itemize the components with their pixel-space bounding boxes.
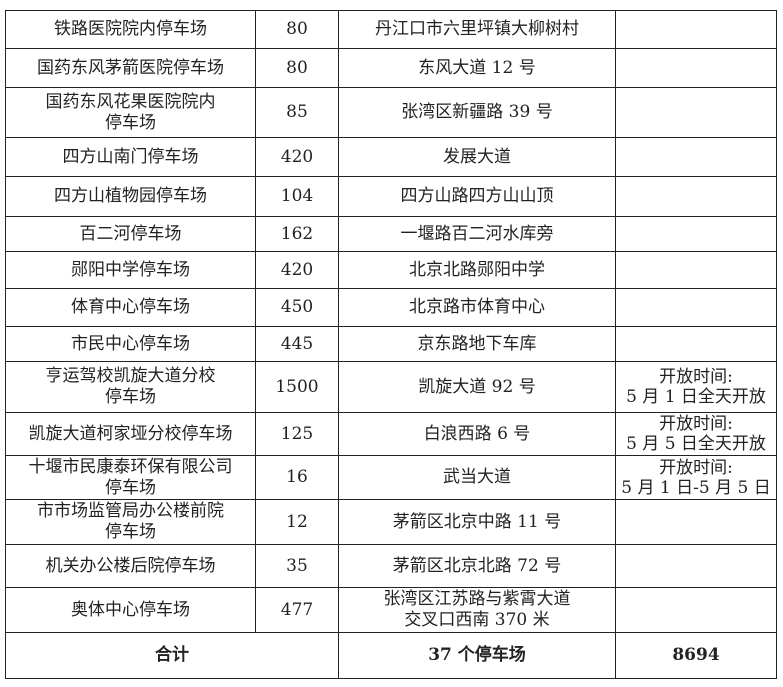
parking-address: 北京路市体育中心	[338, 288, 616, 327]
open-time-note	[615, 587, 777, 633]
open-time-note	[615, 87, 777, 138]
parking-name: 体育中心停车场	[5, 288, 256, 327]
parking-address: 凯旋大道 92 号	[338, 361, 616, 413]
open-time-note	[615, 544, 777, 588]
parking-spaces: 80	[255, 48, 339, 88]
table-row: 国药东风茅箭医院停车场 80 东风大道 12 号	[5, 48, 777, 88]
table-row: 凯旋大道柯家垭分校停车场 125 白浪西路 6 号开放时间: 5 月 5 日全天开放	[5, 412, 777, 456]
parking-name: 铁路医院院内停车场	[5, 10, 256, 49]
table-row: 亨运驾校凯旋大道分校 停车场 1500 凯旋大道 92 号开放时间: 5 月 1 日…	[5, 361, 777, 413]
parking-name: 亨运驾校凯旋大道分校 停车场	[5, 361, 256, 413]
parking-address: 四方山路四方山山顶	[338, 176, 616, 217]
parking-address: 茅箭区北京中路 11 号	[338, 499, 616, 545]
parking-name: 十堰市民康泰环保有限公司 停车场	[5, 455, 256, 500]
parking-address: 发展大道	[338, 137, 616, 177]
parking-address: 一堰路百二河水库旁	[338, 216, 616, 252]
table-row: 国药东风花果医院院内 停车场 85 张湾区新疆路 39 号	[5, 87, 777, 138]
parking-address: 武当大道	[338, 455, 616, 500]
total-count: 37 个停车场	[338, 632, 616, 679]
table-row: 市市场监管局办公楼前院 停车场 12 茅箭区北京中路 11 号	[5, 499, 777, 545]
parking-name: 国药东风茅箭医院停车场	[5, 48, 256, 88]
parking-spaces: 35	[255, 544, 339, 588]
parking-name: 郧阳中学停车场	[5, 251, 256, 289]
parking-name: 百二河停车场	[5, 216, 256, 252]
table-row: 四方山南门停车场 420 发展大道	[5, 137, 777, 177]
parking-spaces: 445	[255, 326, 339, 362]
open-time-note	[615, 216, 777, 252]
parking-spaces: 420	[255, 251, 339, 289]
parking-address: 丹江口市六里坪镇大柳树村	[338, 10, 616, 49]
open-time-note	[615, 326, 777, 362]
parking-address: 北京北路郧阳中学	[338, 251, 616, 289]
parking-name: 市市场监管局办公楼前院 停车场	[5, 499, 256, 545]
open-time-note	[615, 288, 777, 327]
parking-spaces: 420	[255, 137, 339, 177]
table-row: 郧阳中学停车场 420 北京北路郧阳中学	[5, 251, 777, 289]
parking-spaces: 450	[255, 288, 339, 327]
parking-address: 京东路地下车库	[338, 326, 616, 362]
table-row: 市民中心停车场 445 京东路地下车库	[5, 326, 777, 362]
parking-address: 东风大道 12 号	[338, 48, 616, 88]
parking-name: 奥体中心停车场	[5, 587, 256, 633]
open-time-note: 开放时间: 5 月 5 日全天开放	[615, 412, 777, 456]
parking-spaces: 125	[255, 412, 339, 456]
open-time-note	[615, 10, 777, 49]
parking-name: 市民中心停车场	[5, 326, 256, 362]
parking-name: 四方山植物园停车场	[5, 176, 256, 217]
open-time-note: 开放时间: 5 月 1 日-5 月 5 日	[615, 455, 777, 500]
parking-address: 张湾区新疆路 39 号	[338, 87, 616, 138]
open-time-note: 开放时间: 5 月 1 日全天开放	[615, 361, 777, 413]
parking-spaces: 104	[255, 176, 339, 217]
parking-name: 凯旋大道柯家垭分校停车场	[5, 412, 256, 456]
parking-address: 茅箭区北京北路 72 号	[338, 544, 616, 588]
parking-name: 四方山南门停车场	[5, 137, 256, 177]
table-row: 十堰市民康泰环保有限公司 停车场 16 武当大道 开放时间: 5 月 1 日-5 月 …	[5, 455, 777, 500]
parking-spaces: 477	[255, 587, 339, 633]
table-row: 体育中心停车场 450 北京路市体育中心	[5, 288, 777, 327]
open-time-note	[615, 499, 777, 545]
parking-name: 国药东风花果医院院内 停车场	[5, 87, 256, 138]
table-row: 机关办公楼后院停车场 35 茅箭区北京北路 72 号	[5, 544, 777, 588]
parking-address: 白浪西路 6 号	[338, 412, 616, 456]
parking-name: 机关办公楼后院停车场	[5, 544, 256, 588]
parking-table: 铁路医院院内停车场 80 丹江口市六里坪镇大柳树村 国药东风茅箭医院停车场 80 东风大道…	[5, 10, 777, 679]
table-row: 铁路医院院内停车场 80 丹江口市六里坪镇大柳树村	[5, 10, 777, 49]
parking-address: 张湾区江苏路与紫霄大道 交叉口西南 370 米	[338, 587, 616, 633]
table-row: 四方山植物园停车场 104 四方山路四方山山顶	[5, 176, 777, 217]
open-time-note	[615, 48, 777, 88]
parking-spaces: 12	[255, 499, 339, 545]
parking-spaces: 80	[255, 10, 339, 49]
open-time-note	[615, 137, 777, 177]
open-time-note	[615, 176, 777, 217]
parking-spaces: 1500	[255, 361, 339, 413]
open-time-note	[615, 251, 777, 289]
total-row: 合计 37 个停车场 8694	[5, 632, 777, 679]
parking-spaces: 162	[255, 216, 339, 252]
parking-spaces: 85	[255, 87, 339, 138]
parking-spaces: 16	[255, 455, 339, 500]
total-label: 合计	[5, 632, 339, 679]
total-spaces: 8694	[615, 632, 777, 679]
table-row: 奥体中心停车场 477 张湾区江苏路与紫霄大道 交叉口西南 370 米	[5, 587, 777, 633]
table-row: 百二河停车场 162 一堰路百二河水库旁	[5, 216, 777, 252]
